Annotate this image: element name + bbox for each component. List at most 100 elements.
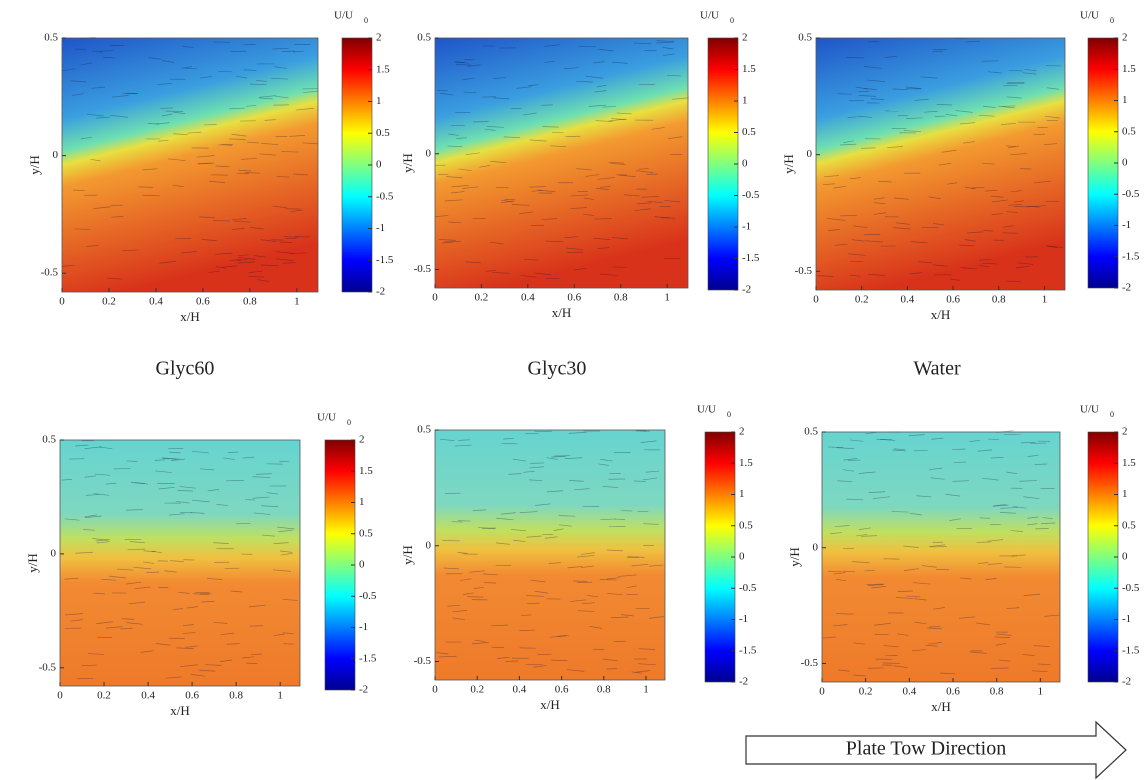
streak — [221, 144, 233, 146]
colorbar-tick-label: 1.5 — [1122, 63, 1136, 75]
streak — [448, 221, 462, 224]
colorbar-label-sub: 0 — [347, 418, 351, 427]
streak — [546, 490, 564, 493]
streak — [282, 632, 294, 634]
streak — [213, 621, 228, 624]
colorbar-tick-label: 0 — [1122, 551, 1128, 563]
streak — [582, 213, 595, 216]
streak — [978, 264, 989, 268]
x-tick-label: 1 — [643, 684, 649, 696]
streak — [158, 139, 169, 142]
streak — [293, 173, 308, 176]
streak — [110, 114, 128, 118]
colorbar — [1087, 37, 1119, 289]
streak — [600, 518, 616, 521]
streak — [277, 526, 295, 530]
streak — [216, 266, 227, 269]
tow-arrow: Plate Tow Direction — [745, 720, 1127, 780]
streak — [155, 470, 172, 473]
streak — [993, 504, 1009, 507]
streak — [580, 552, 595, 555]
streak — [519, 211, 534, 215]
streak — [959, 244, 975, 247]
streak — [634, 208, 652, 212]
colorbar-tick-label: -1.5 — [1122, 250, 1140, 262]
streak — [612, 61, 628, 64]
streak — [836, 93, 852, 95]
streak — [138, 186, 154, 188]
colorbar-label-sub: 0 — [730, 16, 734, 25]
colorbar-tick-label: 0 — [739, 551, 745, 563]
streak — [478, 527, 496, 530]
streak — [191, 499, 210, 503]
streak — [893, 448, 905, 451]
streak — [649, 616, 664, 619]
colorbar-tick-label: 2 — [359, 434, 365, 446]
streak — [865, 240, 883, 243]
streak — [222, 265, 237, 268]
streak — [463, 91, 477, 94]
streak — [443, 567, 459, 570]
x-tick-label: 0.2 — [855, 294, 869, 306]
streak — [645, 470, 660, 473]
streak — [895, 222, 910, 225]
streak — [583, 197, 595, 201]
streak — [893, 197, 909, 200]
streak — [526, 595, 544, 597]
streak — [856, 534, 868, 537]
streak — [458, 168, 472, 172]
streak — [200, 76, 212, 79]
streak — [1018, 262, 1034, 265]
streak — [932, 264, 948, 267]
streak — [128, 601, 145, 605]
x-tick-label: 0.4 — [901, 294, 915, 306]
streak — [293, 50, 304, 53]
streak — [479, 165, 491, 168]
streak — [519, 511, 538, 514]
streak — [606, 549, 623, 552]
streak — [190, 512, 205, 514]
y-axis-label: y/H — [27, 155, 42, 175]
streak — [928, 642, 943, 645]
y-tick-label: 0.5 — [42, 434, 56, 446]
streak — [254, 255, 266, 258]
streak — [117, 568, 134, 571]
streak — [253, 512, 271, 515]
colorbar-tick-label: 1.5 — [739, 457, 753, 469]
streak — [966, 231, 984, 234]
streak — [1027, 454, 1039, 458]
streak — [1037, 663, 1051, 666]
streak — [243, 69, 257, 71]
streak — [817, 275, 834, 277]
streak — [874, 202, 886, 205]
streak — [64, 518, 80, 521]
streak — [162, 60, 174, 63]
streak — [568, 431, 587, 434]
streak — [456, 137, 467, 139]
streak — [920, 76, 938, 79]
colorbar-label: U/U — [334, 10, 353, 22]
streak — [146, 571, 160, 573]
colorbar-tick-label: 1 — [739, 488, 745, 500]
streak — [836, 613, 854, 615]
streak — [834, 525, 850, 528]
streak — [668, 136, 683, 139]
colorbar-tick-label: 2 — [1122, 426, 1128, 438]
streak — [607, 592, 623, 596]
streak — [945, 493, 961, 497]
streak — [460, 578, 472, 581]
plot-frame — [61, 37, 319, 293]
x-tick-label: 0.6 — [946, 294, 960, 306]
streak — [873, 197, 885, 200]
x-tick-label: 0.4 — [141, 690, 155, 702]
streak — [593, 237, 611, 241]
colorbar-tick-label: 1 — [359, 496, 365, 508]
streak — [611, 237, 628, 240]
colorbar-tick-label: 0.5 — [359, 527, 373, 539]
streak — [892, 227, 911, 230]
streak — [850, 439, 864, 442]
streak — [840, 143, 857, 146]
streak — [656, 40, 675, 42]
streak — [671, 97, 689, 100]
x-tick-label: 0.6 — [185, 690, 199, 702]
